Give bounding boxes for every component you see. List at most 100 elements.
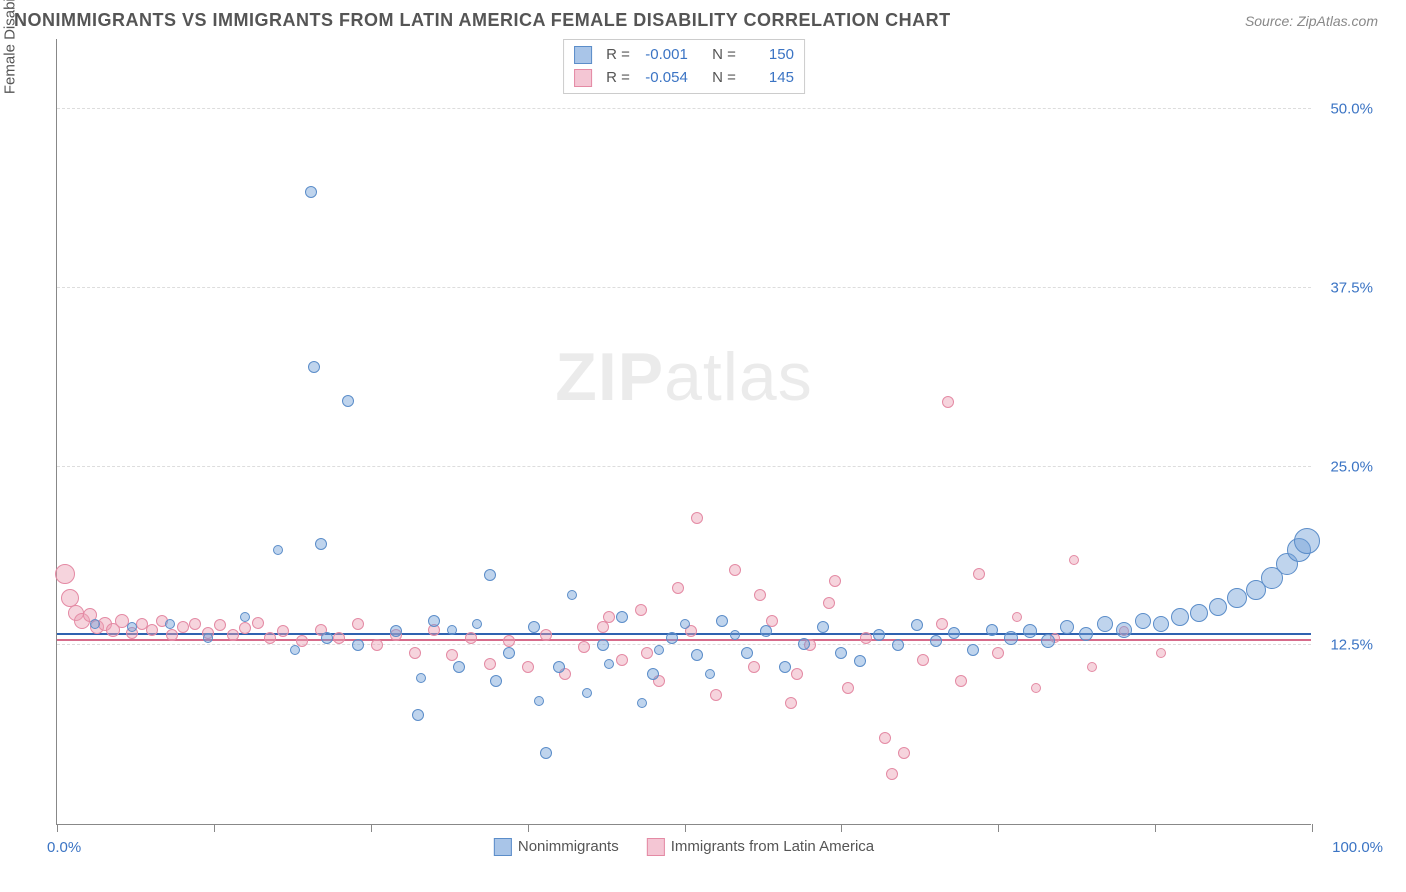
gridline (57, 644, 1311, 645)
data-point (948, 627, 960, 639)
legend-top-row: R =-0.054 N =145 (574, 67, 794, 90)
data-point (741, 647, 753, 659)
data-point (666, 632, 678, 644)
data-point (214, 619, 226, 631)
legend-n-label: N = (712, 44, 736, 67)
data-point (528, 621, 540, 633)
data-point (290, 645, 300, 655)
legend-n-value: 145 (744, 67, 794, 90)
data-point (503, 647, 515, 659)
x-tick (57, 824, 58, 832)
legend-swatch (647, 838, 665, 856)
data-point (390, 625, 402, 637)
data-point (55, 564, 75, 584)
data-point (342, 395, 354, 407)
legend-swatch (494, 838, 512, 856)
legend-r-label: R = (606, 67, 630, 90)
data-point (273, 545, 283, 555)
data-point (416, 673, 426, 683)
data-point (892, 639, 904, 651)
legend-n-label: N = (712, 67, 736, 90)
data-point (835, 647, 847, 659)
data-point (616, 611, 628, 623)
data-point (264, 632, 276, 644)
chart-title: NONIMMIGRANTS VS IMMIGRANTS FROM LATIN A… (14, 10, 951, 31)
data-point (371, 639, 383, 651)
data-point (1031, 683, 1041, 693)
data-point (1153, 616, 1169, 632)
data-point (886, 768, 898, 780)
watermark-zip: ZIP (555, 339, 664, 415)
legend-label: Immigrants from Latin America (671, 838, 874, 855)
data-point (428, 615, 440, 627)
y-tick-label: 37.5% (1318, 280, 1373, 297)
data-point (305, 186, 317, 198)
y-tick-label: 12.5% (1318, 637, 1373, 654)
data-point (760, 625, 772, 637)
data-point (942, 396, 954, 408)
data-point (730, 630, 740, 640)
data-point (785, 697, 797, 709)
data-point (567, 590, 577, 600)
data-point (911, 619, 923, 631)
data-point (930, 635, 942, 647)
data-point (936, 618, 948, 630)
data-point (860, 632, 872, 644)
x-tick (685, 824, 686, 832)
x-axis-max-label: 100.0% (1332, 839, 1383, 856)
x-tick (371, 824, 372, 832)
trendline (57, 639, 1311, 641)
plot-area: ZIPatlas 12.5%25.0%37.5%50.0%0.0%100.0%N… (56, 39, 1311, 825)
data-point (315, 538, 327, 550)
data-point (1227, 588, 1247, 608)
data-point (127, 622, 137, 632)
data-point (1041, 634, 1055, 648)
legend-swatch (574, 69, 592, 87)
data-point (986, 624, 998, 636)
data-point (1097, 616, 1113, 632)
data-point (1079, 627, 1093, 641)
data-point (1012, 612, 1022, 622)
gridline (57, 466, 1311, 467)
data-point (165, 619, 175, 629)
data-point (352, 639, 364, 651)
data-point (603, 611, 615, 623)
data-point (484, 658, 496, 670)
data-point (716, 615, 728, 627)
data-point (672, 582, 684, 594)
x-tick (1312, 824, 1313, 832)
data-point (817, 621, 829, 633)
data-point (484, 569, 496, 581)
watermark: ZIPatlas (555, 338, 812, 416)
data-point (321, 632, 333, 644)
data-point (680, 619, 690, 629)
legend-r-value: -0.001 (638, 44, 688, 67)
data-point (1294, 528, 1320, 554)
data-point (754, 589, 766, 601)
data-point (654, 645, 664, 655)
data-point (1069, 555, 1079, 565)
data-point (446, 649, 458, 661)
data-point (534, 696, 544, 706)
data-point (967, 644, 979, 656)
data-point (691, 512, 703, 524)
data-point (1087, 662, 1097, 672)
data-point (1171, 608, 1189, 626)
data-point (90, 619, 100, 629)
x-tick (841, 824, 842, 832)
data-point (729, 564, 741, 576)
data-point (635, 604, 647, 616)
data-point (472, 619, 482, 629)
data-point (1156, 648, 1166, 658)
y-axis-label: Female Disability (2, 0, 19, 94)
data-point (412, 709, 424, 721)
data-point (146, 624, 158, 636)
gridline (57, 108, 1311, 109)
data-point (503, 635, 515, 647)
data-point (203, 633, 213, 643)
y-tick-label: 25.0% (1318, 458, 1373, 475)
legend-swatch (574, 46, 592, 64)
data-point (992, 647, 1004, 659)
legend-top-row: R =-0.001 N =150 (574, 44, 794, 67)
data-point (955, 675, 967, 687)
